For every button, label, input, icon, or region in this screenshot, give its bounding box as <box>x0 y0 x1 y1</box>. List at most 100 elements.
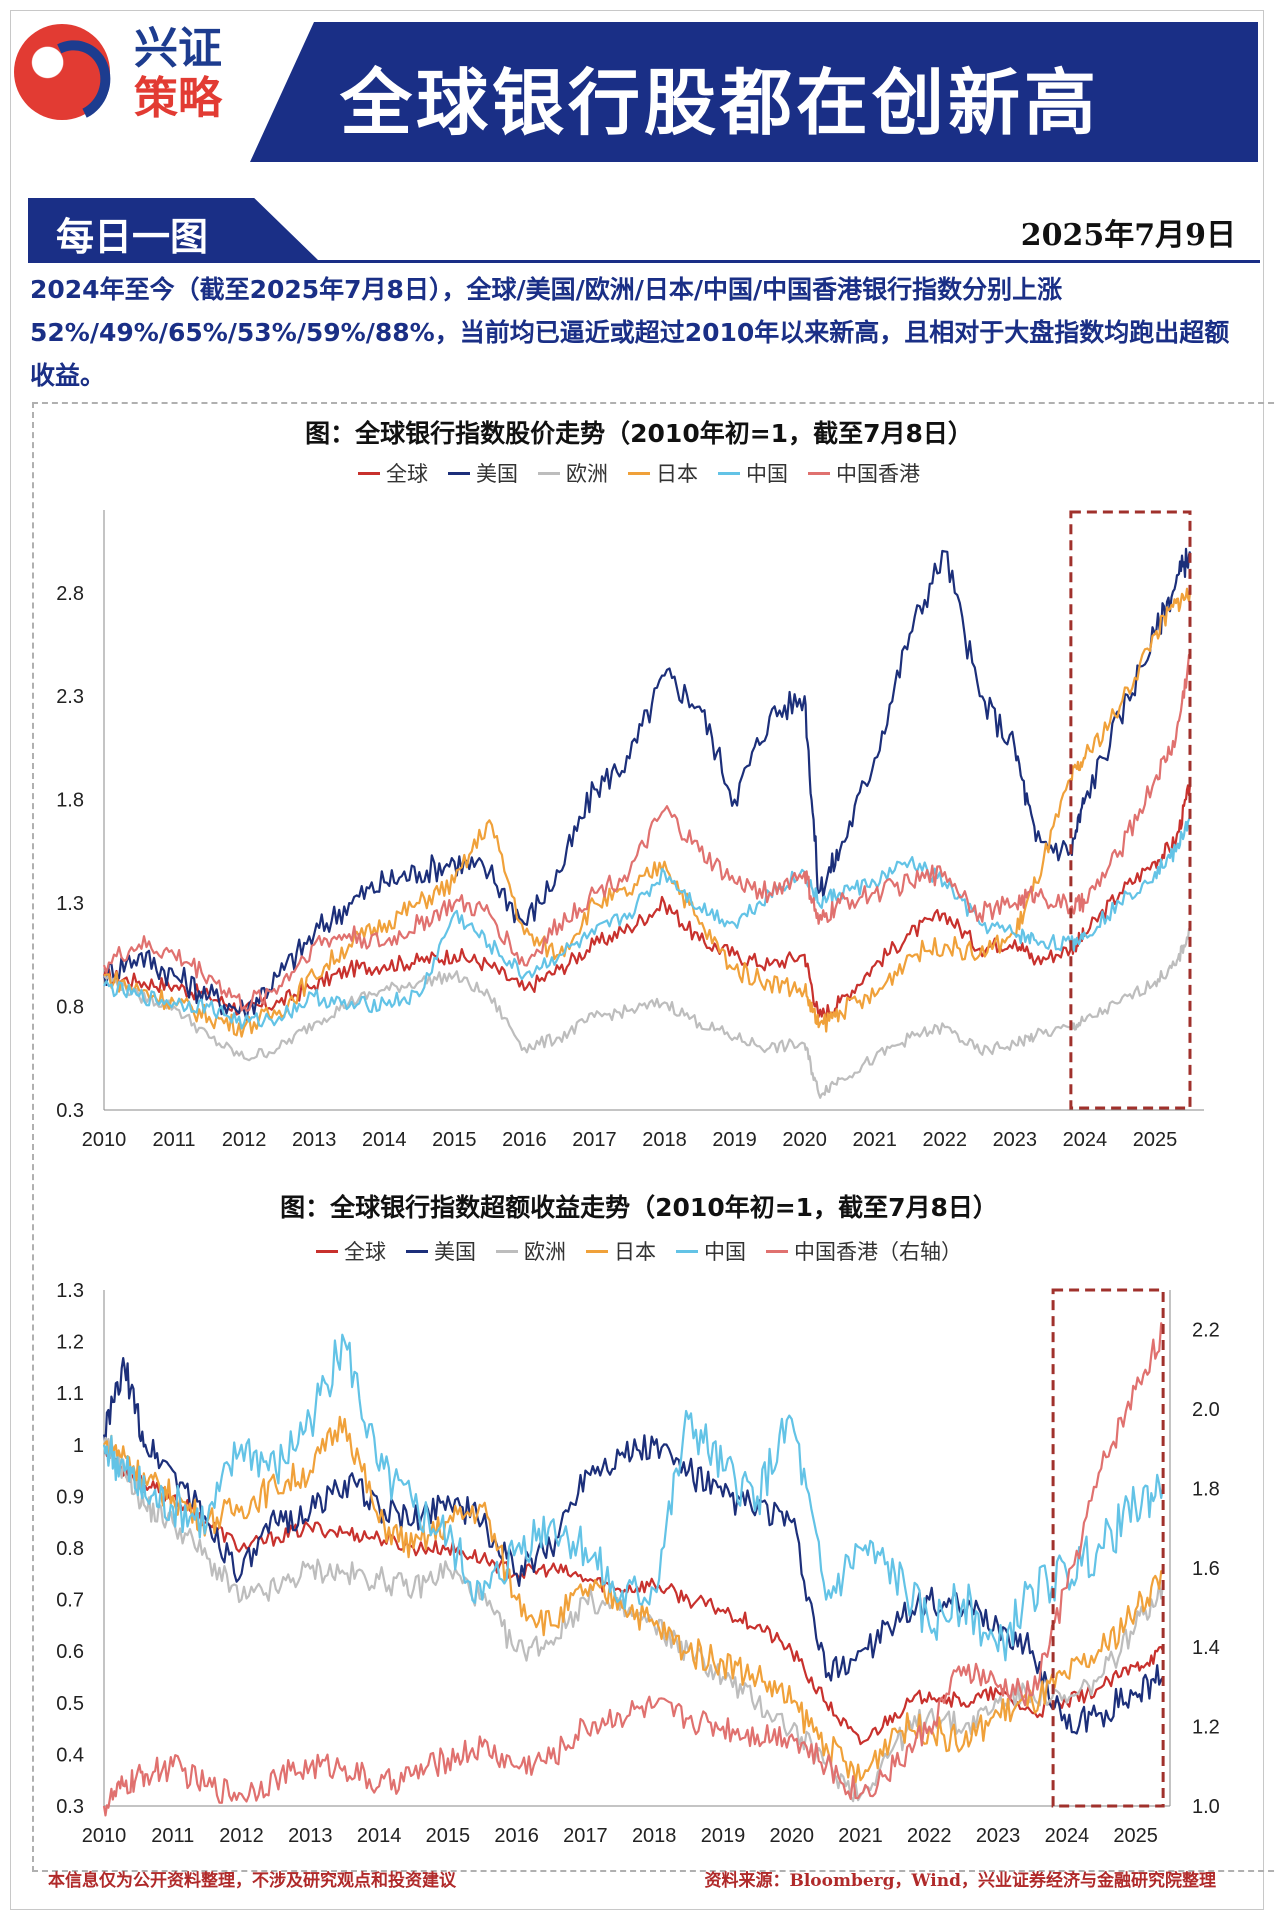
y-right-tick-label: 2.0 <box>1192 1399 1220 1421</box>
series-line-japan <box>103 587 1192 1038</box>
legend-item: 中国香港（右轴） <box>766 1236 962 1266</box>
y-left-tick-label: 0.8 <box>56 1538 84 1560</box>
x-tick-label: 2018 <box>642 1129 687 1151</box>
legend-swatch <box>676 1249 698 1253</box>
series-line-hk <box>102 1322 1165 1817</box>
x-tick-label: 2011 <box>153 1129 196 1151</box>
legend-label: 欧洲 <box>566 462 608 486</box>
title-band <box>250 22 1258 162</box>
x-tick-label: 2015 <box>432 1129 477 1151</box>
chart2-title: 图：全球银行指数超额收益走势（2010年初=1，截至7月8日） <box>280 1193 998 1222</box>
legend-swatch <box>808 471 830 475</box>
x-tick-label: 2014 <box>357 1825 402 1847</box>
x-tick-label: 2022 <box>907 1825 952 1847</box>
legend-item: 日本 <box>586 1236 656 1266</box>
series-line-us <box>102 1357 1164 1735</box>
legend-swatch <box>448 471 470 475</box>
highlight-box <box>1051 1288 1165 1808</box>
legend-item: 中国 <box>718 458 788 488</box>
chart1-title: 图：全球银行指数股价走势（2010年初=1，截至7月8日） <box>305 419 973 448</box>
y-right-tick-label: 1.4 <box>1192 1637 1220 1659</box>
legend-label: 美国 <box>476 462 518 486</box>
legend-label: 全球 <box>386 462 428 486</box>
x-tick-label: 2022 <box>923 1129 968 1151</box>
y-right-tick-label: 2.2 <box>1192 1320 1220 1342</box>
x-tick-label: 2023 <box>993 1129 1038 1151</box>
x-tick-label: 2013 <box>288 1825 333 1847</box>
footer-source: 资料来源：Bloomberg，Wind，兴业证券经济与金融研究院整理 <box>704 1871 1216 1891</box>
x-tick-label: 2020 <box>769 1825 814 1847</box>
y-tick-label: 1.8 <box>56 790 84 812</box>
x-tick-label: 2012 <box>219 1825 264 1847</box>
y-left-tick-label: 0.6 <box>56 1641 84 1663</box>
y-tick-label: 0.8 <box>56 997 84 1019</box>
legend-label: 中国香港（右轴） <box>794 1240 962 1264</box>
chart2-plot: 0.3 0.4 0.5 0.6 0.7 0.8 0.9 1 1.1 1.2 1.3 1.0 1.2 1.4… <box>56 1280 1220 1847</box>
legend-item: 日本 <box>628 458 698 488</box>
legend-item: 美国 <box>448 458 518 488</box>
legend-swatch <box>628 471 650 475</box>
legend-label: 日本 <box>614 1240 656 1264</box>
legend-item: 欧洲 <box>496 1236 566 1266</box>
brand-line1: 兴证 <box>134 23 222 74</box>
y-left-tick-label: 0.5 <box>56 1693 84 1715</box>
y-left-tick-label: 0.7 <box>56 1590 84 1612</box>
x-tick-label: 2017 <box>563 1825 608 1847</box>
report-date: 2025年7月9日 <box>1020 218 1236 253</box>
legend-item: 欧洲 <box>538 458 608 488</box>
legend-item: 美国 <box>406 1236 476 1266</box>
legend-item: 中国 <box>676 1236 746 1266</box>
y-right-tick-label: 1.2 <box>1192 1717 1220 1739</box>
y-tick-label: 2.3 <box>56 686 84 708</box>
legend-swatch <box>406 1249 428 1253</box>
x-tick-label: 2024 <box>1045 1825 1090 1847</box>
section-divider <box>28 260 1260 263</box>
y-left-tick-label: 1.1 <box>56 1383 84 1405</box>
highlight-box <box>1069 510 1192 1110</box>
x-tick-label: 2021 <box>852 1129 897 1151</box>
y-left-tick-label: 0.4 <box>56 1744 84 1766</box>
x-tick-label: 2014 <box>362 1129 407 1151</box>
x-tick-label: 2019 <box>701 1825 746 1847</box>
footer-disclaimer: 本信息仅为公开资料整理，不涉及研究观点和投资建议 <box>48 1871 456 1891</box>
x-tick-label: 2017 <box>572 1129 617 1151</box>
legend-label: 中国 <box>746 462 788 486</box>
y-left-tick-label: 1.2 <box>56 1332 84 1354</box>
brand: 兴证 策略 <box>134 24 222 124</box>
summary-text: 2024年至今（截至2025年7月8日），全球/美国/欧洲/日本/中国/中国香港… <box>30 275 1230 390</box>
legend-item: 全球 <box>358 458 428 488</box>
y-right-tick-label: 1.8 <box>1192 1478 1220 1500</box>
series-line-china <box>103 815 1192 1030</box>
legend-item: 中国香港 <box>808 458 920 488</box>
legend-swatch <box>766 1249 788 1253</box>
page-frame <box>10 10 1264 1910</box>
legend-label: 全球 <box>344 1240 386 1264</box>
y-tick-label: 2.8 <box>56 583 84 605</box>
x-tick-label: 2025 <box>1113 1825 1158 1847</box>
chart-container <box>32 402 1278 1872</box>
legend-label: 中国香港 <box>836 462 920 486</box>
x-tick-label: 2012 <box>222 1129 267 1151</box>
x-tick-label: 2011 <box>151 1825 194 1847</box>
logo-icon <box>14 24 110 120</box>
x-tick-label: 2010 <box>82 1825 127 1847</box>
legend-swatch <box>586 1249 608 1253</box>
y-tick-label: 0.3 <box>56 1100 84 1122</box>
y-left-tick-label: 1 <box>73 1435 84 1457</box>
legend-item: 全球 <box>316 1236 386 1266</box>
page-title: 全球银行股都在创新高 <box>340 61 1101 145</box>
y-tick-label: 1.3 <box>56 893 84 915</box>
x-tick-label: 2018 <box>632 1825 677 1847</box>
legend-label: 日本 <box>656 462 698 486</box>
legend-swatch <box>316 1249 338 1253</box>
x-tick-label: 2016 <box>494 1825 539 1847</box>
series-line-europe <box>103 927 1191 1099</box>
x-tick-label: 2015 <box>426 1825 471 1847</box>
series-line-japan <box>103 1415 1164 1784</box>
legend-swatch <box>496 1249 518 1253</box>
x-tick-label: 2013 <box>292 1129 337 1151</box>
x-tick-label: 2024 <box>1063 1129 1108 1151</box>
x-tick-label: 2010 <box>82 1129 127 1151</box>
x-tick-label: 2023 <box>976 1825 1021 1847</box>
series-line-global <box>102 1444 1165 1746</box>
